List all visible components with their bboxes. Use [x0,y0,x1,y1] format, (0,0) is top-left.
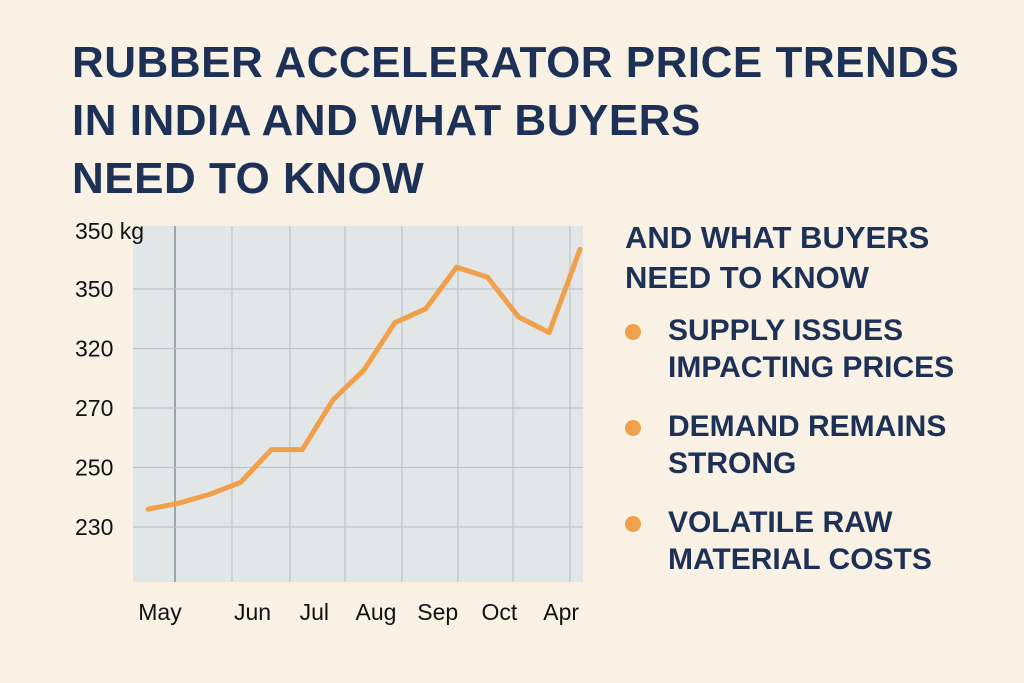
title-line: NEED TO KNOW [72,154,425,203]
title: RUBBER ACCELERATOR PRICE TRENDS IN INDIA … [72,34,959,208]
bullet-list: SUPPLY ISSUES IMPACTING PRICES DEMAND REM… [625,312,1005,578]
bullet-dot [625,324,641,340]
bullet-text: SUPPLY ISSUES IMPACTING PRICES [668,314,955,384]
y-tick-label: 350 [75,276,113,302]
y-tick-label: 270 [75,395,113,421]
y-tick-label: 250 [75,455,113,481]
x-tick-label: May [138,599,182,625]
x-tick-label: Jul [300,599,329,625]
y-tick-label: 230 [75,514,113,540]
title-line: RUBBER ACCELERATOR PRICE TRENDS [72,38,960,87]
bullet-dot [625,420,641,436]
price-line [145,246,583,512]
plot-area [133,226,583,582]
x-tick-label: Jun [234,599,271,625]
x-tick-label: Aug [356,599,397,625]
bullet-dot [625,516,641,532]
bullet: VOLATILE RAW MATERIAL COSTS [625,504,988,578]
x-tick-label: Apr [543,599,579,625]
title-line: IN INDIA AND WHAT BUYERS [72,96,701,145]
bullet-text: DEMAND REMAINS STRONG [668,410,947,480]
sidebar-heading: AND WHAT BUYERS NEED TO KNOW [625,220,930,295]
y-tick-label: 320 [75,336,113,362]
x-tick-label: Sep [417,599,458,625]
y-axis-label: 350 kg [75,218,144,244]
sidebar: AND WHAT BUYERS NEED TO KNOW SUPPLY ISSU… [625,218,1005,600]
bullet: SUPPLY ISSUES IMPACTING PRICES [625,312,988,386]
x-tick-label: Oct [482,599,518,625]
bullet: DEMAND REMAINS STRONG [625,408,988,482]
bullet-text: VOLATILE RAW MATERIAL COSTS [668,506,932,576]
